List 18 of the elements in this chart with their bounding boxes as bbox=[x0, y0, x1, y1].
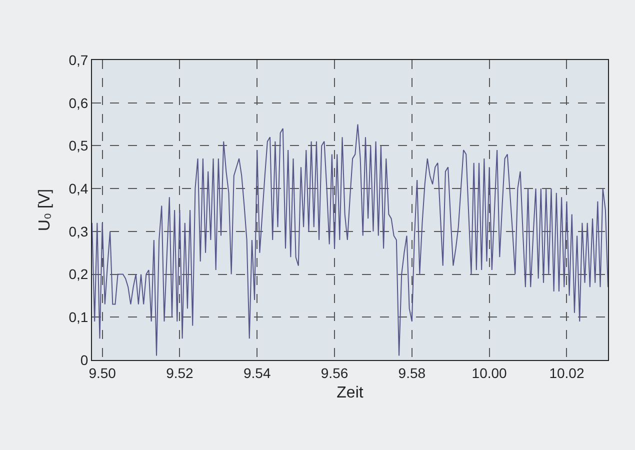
y-tick-label: 0 bbox=[80, 352, 88, 368]
x-tick-label: 9.58 bbox=[398, 364, 426, 381]
y-tick-label: 0,2 bbox=[68, 266, 88, 282]
x-tick-label: 9.52 bbox=[166, 364, 194, 381]
y-tick-label: 0,6 bbox=[68, 94, 88, 111]
x-tick-label: 9.56 bbox=[320, 364, 348, 381]
y-tick-label: 0,1 bbox=[68, 309, 88, 326]
y-tick-label: 0,7 bbox=[68, 52, 88, 68]
y-tick-label: 0,3 bbox=[68, 223, 88, 240]
y-tick-label: 0,5 bbox=[68, 138, 88, 154]
x-tick-label: 9.54 bbox=[243, 364, 271, 381]
x-tick-label: 10.02 bbox=[549, 364, 584, 381]
x-tick-label: 10.00 bbox=[472, 364, 508, 381]
y-tick-label: 0,4 bbox=[68, 180, 88, 196]
y-axis-title: U₀ [V] bbox=[36, 188, 54, 232]
x-axis-title: Zeit bbox=[336, 384, 364, 402]
line-series bbox=[92, 124, 608, 356]
x-tick-label: 9.50 bbox=[88, 364, 116, 381]
